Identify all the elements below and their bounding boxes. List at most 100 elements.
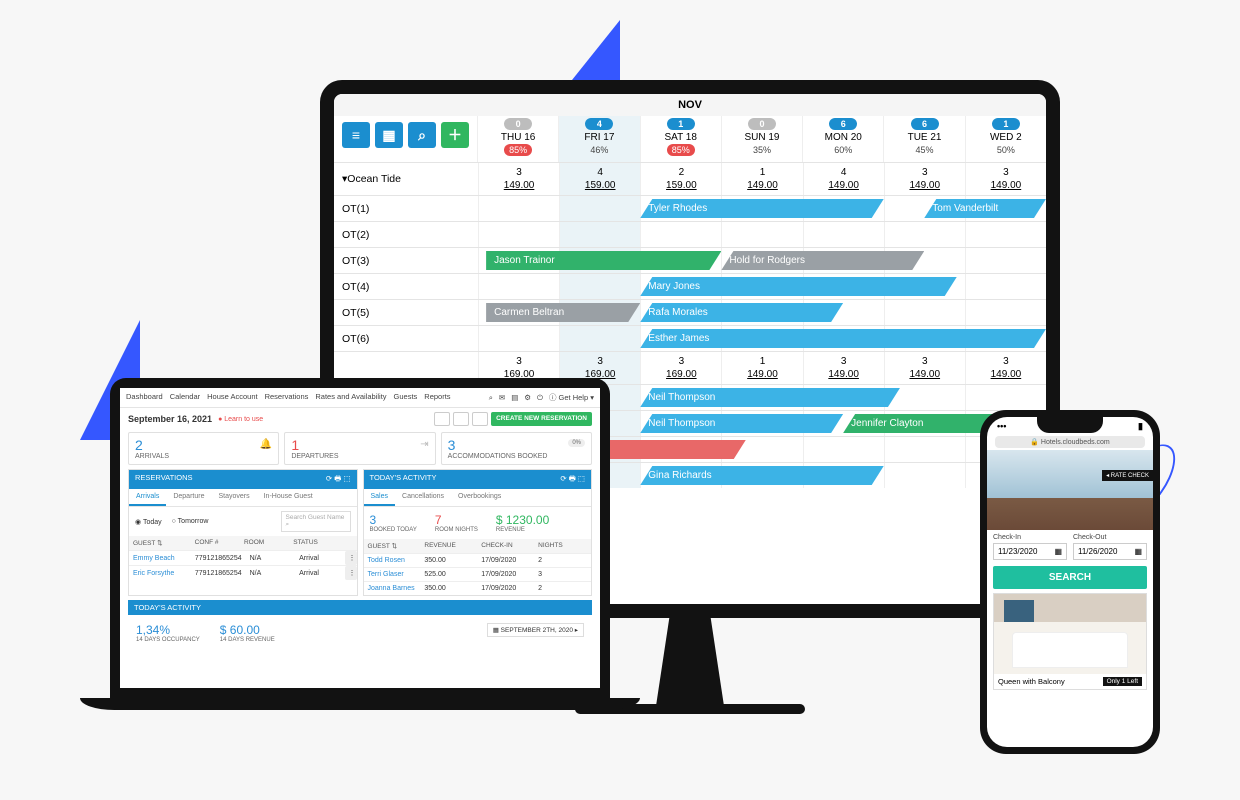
room-label[interactable]: OT(1) <box>334 196 478 221</box>
reservation-bar[interactable]: Rafa Morales <box>640 303 843 322</box>
stat-card[interactable]: 3ACCOMMODATIONS BOOKED0% <box>441 432 592 465</box>
reservation-bar[interactable]: Jason Trainor <box>486 251 721 270</box>
today-radio[interactable]: ◉ Today <box>135 518 162 526</box>
nav-item[interactable]: Reservations <box>265 392 309 403</box>
tab[interactable]: Sales <box>364 489 396 506</box>
avail-cell[interactable]: 3149.00 <box>884 163 965 195</box>
calendar-button[interactable]: ▦ <box>375 122 403 148</box>
icon[interactable]: ✉ <box>499 393 505 402</box>
table-row[interactable]: Eric Forsythe779121865254N/AArrival⋮ <box>129 565 357 580</box>
calendar-icon: ▦ <box>1134 547 1142 556</box>
row-menu-button[interactable]: ⋮ <box>345 551 357 565</box>
col-header[interactable]: GUEST ⇅ <box>129 536 191 550</box>
day-header[interactable]: 6 MON 20 60% <box>802 116 883 162</box>
nav-item[interactable]: Reports <box>424 392 450 403</box>
reservation-bar[interactable]: Gina Richards <box>640 466 883 485</box>
checkin-input[interactable]: 11/23/2020▦ <box>993 543 1067 560</box>
reservation-bar[interactable]: Hold for Rodgers <box>721 251 924 270</box>
nav-item[interactable]: Calendar <box>170 392 200 403</box>
avail-cell[interactable]: 4159.00 <box>559 163 640 195</box>
tab[interactable]: Arrivals <box>129 489 166 506</box>
reservation-bar[interactable]: Neil Thompson <box>640 388 900 407</box>
refresh-icon[interactable] <box>453 412 469 426</box>
avail-cell[interactable]: 3149.00 <box>803 352 884 384</box>
search-button[interactable]: SEARCH <box>993 566 1147 589</box>
room-label[interactable]: OT(6) <box>334 326 478 351</box>
nav-item[interactable]: Rates and Availability <box>315 392 386 403</box>
icon[interactable]: ⏻ <box>537 393 543 403</box>
tab[interactable]: Departure <box>166 489 211 506</box>
nav-item[interactable]: Dashboard <box>126 392 163 403</box>
icon[interactable]: ⌕ <box>489 393 493 403</box>
day-header[interactable]: 0 THU 16 85% <box>477 116 558 162</box>
room-label[interactable]: OT(3) <box>334 248 478 273</box>
icon[interactable]: ⚙ <box>524 393 531 402</box>
col-header[interactable]: CONF # <box>191 536 240 550</box>
tab[interactable]: Overbookings <box>451 489 508 506</box>
avail-cell[interactable]: 4149.00 <box>803 163 884 195</box>
panel-actions[interactable]: ⟳ 🖶 ⬚ <box>560 473 585 486</box>
room-label[interactable]: OT(2) <box>334 222 478 247</box>
stat-card[interactable]: 2ARRIVALS🔔 <box>128 432 279 465</box>
col-header[interactable]: NIGHTS <box>534 539 591 553</box>
nav-item[interactable]: House Account <box>207 392 257 403</box>
tab[interactable]: Cancellations <box>395 489 451 506</box>
reservation-bar[interactable]: Esther James <box>640 329 1046 348</box>
date-picker[interactable]: ▦ SEPTEMBER 2TH, 2020 ▸ <box>487 623 584 637</box>
url-bar[interactable]: 🔒 Hotels.cloudbeds.com <box>995 436 1145 448</box>
reservation-bar[interactable]: Neil Thompson <box>640 414 843 433</box>
help-link[interactable]: ⓘ Get Help ▾ <box>549 392 594 403</box>
row-menu-button[interactable]: ⋮ <box>345 566 357 580</box>
reservation-bar[interactable]: Mary Jones <box>640 277 956 296</box>
col-header[interactable]: REVENUE <box>420 539 477 553</box>
icon[interactable]: ▤ <box>511 393 518 402</box>
add-button[interactable]: ＋ <box>441 122 469 148</box>
reservation-bar[interactable]: Tom Vanderbilt <box>924 199 1046 218</box>
avail-cell[interactable]: 3169.00 <box>640 352 721 384</box>
room-label[interactable]: OT(4) <box>334 274 478 299</box>
print-icon[interactable] <box>434 412 450 426</box>
avail-cell[interactable]: 3149.00 <box>478 163 559 195</box>
search-button[interactable]: ⌕ <box>408 122 436 148</box>
menu-button[interactable]: ≡ <box>342 122 370 148</box>
table-row[interactable]: Todd Rosen350.0017/09/20202 <box>364 553 592 567</box>
hero-image: ◂ RATE CHECK <box>987 450 1153 530</box>
col-header[interactable]: STATUS <box>289 536 338 550</box>
avail-cell[interactable]: 2159.00 <box>640 163 721 195</box>
stat-card[interactable]: 1DEPARTURES⇥ <box>284 432 435 465</box>
export-icon[interactable] <box>472 412 488 426</box>
reservation-bar[interactable]: Carmen Beltran <box>486 303 640 322</box>
table-row[interactable]: Joanna Barnes350.0017/09/20202 <box>364 581 592 595</box>
panel-actions[interactable]: ⟳ 🖶 ⬚ <box>326 473 351 486</box>
day-header[interactable]: 1 SAT 18 85% <box>640 116 721 162</box>
summary-stat: $ 1230.00REVENUE <box>496 513 549 533</box>
nav-item[interactable]: Guests <box>394 392 418 403</box>
room-card[interactable]: Queen with Balcony Only 1 Left <box>993 593 1147 690</box>
tomorrow-radio[interactable]: ○ Tomorrow <box>172 518 209 525</box>
col-header[interactable]: GUEST ⇅ <box>364 539 421 553</box>
avail-cell[interactable]: 1149.00 <box>721 352 802 384</box>
checkout-input[interactable]: 11/26/2020▦ <box>1073 543 1147 560</box>
col-header[interactable]: ROOM <box>240 536 289 550</box>
table-row[interactable]: Emmy Beach779121865254N/AArrival⋮ <box>129 550 357 565</box>
col-header[interactable]: CHECK-IN <box>477 539 534 553</box>
avail-cell[interactable]: 3149.00 <box>965 352 1046 384</box>
room-label[interactable]: OT(5) <box>334 300 478 325</box>
tab[interactable]: Stayovers <box>211 489 256 506</box>
search-input[interactable]: Search Guest Name ⌕ <box>281 511 351 532</box>
footer-stat: $ 60.0014 DAYS REVENUE <box>220 623 275 643</box>
day-header[interactable]: 6 TUE 21 45% <box>883 116 964 162</box>
table-row[interactable]: Terri Glaser525.0017/09/20203 <box>364 567 592 581</box>
tab[interactable]: In-House Guest <box>257 489 320 506</box>
avail-cell[interactable]: 1149.00 <box>721 163 802 195</box>
property-label[interactable]: ▾ Ocean Tide <box>334 163 478 195</box>
day-header[interactable]: 4 FRI 17 46% <box>558 116 639 162</box>
avail-cell[interactable]: 3149.00 <box>884 352 965 384</box>
rate-check-badge[interactable]: ◂ RATE CHECK <box>1102 470 1153 481</box>
create-reservation-button[interactable]: CREATE NEW RESERVATION <box>491 412 592 426</box>
day-header[interactable]: 0 SUN 19 35% <box>721 116 802 162</box>
day-header[interactable]: 1 WED 2 50% <box>965 116 1046 162</box>
avail-cell[interactable]: 3149.00 <box>965 163 1046 195</box>
learn-link[interactable]: ● Learn to use <box>218 416 263 423</box>
reservation-bar[interactable]: Tyler Rhodes <box>640 199 883 218</box>
